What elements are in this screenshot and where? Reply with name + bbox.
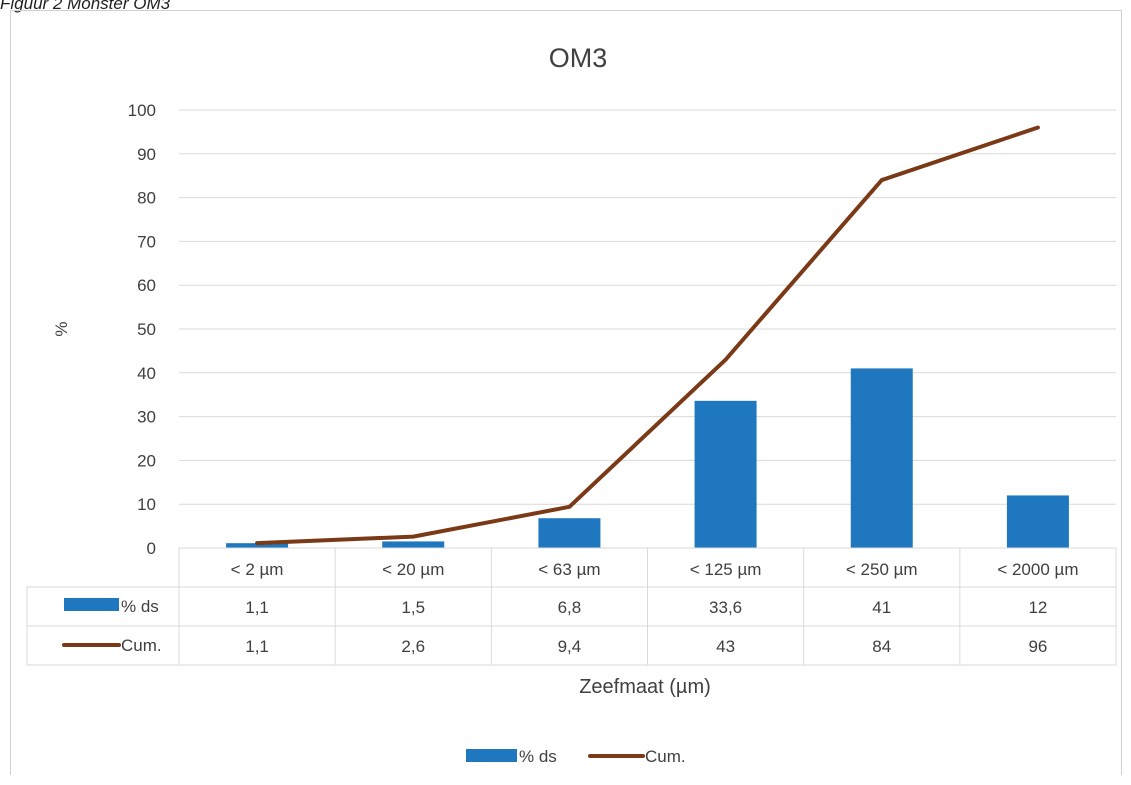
y-tick-label: 60 xyxy=(137,276,156,295)
chart-frame xyxy=(10,10,1122,775)
bar xyxy=(850,368,913,548)
table-cell-bar-value: 12 xyxy=(1028,598,1047,617)
table-cell-bar-value: 33,6 xyxy=(709,598,742,617)
y-tick-label: 40 xyxy=(137,364,156,383)
y-tick-label: 0 xyxy=(147,539,156,558)
legend-swatch-bar xyxy=(64,598,119,611)
legend-label-line: Cum. xyxy=(645,747,686,766)
x-category-label: < 125 µm xyxy=(690,560,762,579)
figure-caption: Figuur 2 Monster OM3 xyxy=(0,0,171,13)
cumulative-line xyxy=(255,125,1040,546)
table-cell-bar-value: 1,5 xyxy=(401,598,425,617)
y-tick-label: 50 xyxy=(137,320,156,339)
table-cell-line-value: 43 xyxy=(716,637,735,656)
y-tick-label: 30 xyxy=(137,408,156,427)
table-cell-bar-value: 6,8 xyxy=(558,598,582,617)
x-category-label: < 20 µm xyxy=(382,560,444,579)
y-tick-label: 70 xyxy=(137,232,156,251)
x-category-label: < 250 µm xyxy=(846,560,918,579)
y-tick-label: 20 xyxy=(137,451,156,470)
table-row-header-bar: % ds xyxy=(121,597,159,616)
table-cell-bar-value: 41 xyxy=(872,598,891,617)
chart-title: OM3 xyxy=(549,43,608,73)
bar xyxy=(1006,495,1069,548)
table-cell-line-value: 1,1 xyxy=(245,637,269,656)
bar xyxy=(226,543,289,548)
x-category-label: < 2 µm xyxy=(231,560,284,579)
y-axis-label: % xyxy=(52,321,71,336)
legend-label-bar: % ds xyxy=(519,747,557,766)
y-tick-label: 10 xyxy=(137,495,156,514)
bar xyxy=(538,518,601,548)
table-cell-line-value: 84 xyxy=(872,637,891,656)
x-axis-label: Zeefmaat (µm) xyxy=(579,676,711,698)
bar xyxy=(694,400,757,548)
x-category-label: < 63 µm xyxy=(538,560,600,579)
table-cell-line-value: 2,6 xyxy=(401,637,425,656)
legend-swatch-bar xyxy=(466,749,517,762)
bar xyxy=(382,541,445,548)
table-cell-bar-value: 1,1 xyxy=(245,598,269,617)
table-cell-line-value: 9,4 xyxy=(558,637,582,656)
table-cell-line-value: 96 xyxy=(1028,637,1047,656)
table-row-header-line: Cum. xyxy=(121,636,162,655)
x-category-label: < 2000 µm xyxy=(997,560,1078,579)
y-tick-label: 100 xyxy=(128,101,156,120)
y-tick-label: 80 xyxy=(137,189,156,208)
y-tick-label: 90 xyxy=(137,145,156,164)
